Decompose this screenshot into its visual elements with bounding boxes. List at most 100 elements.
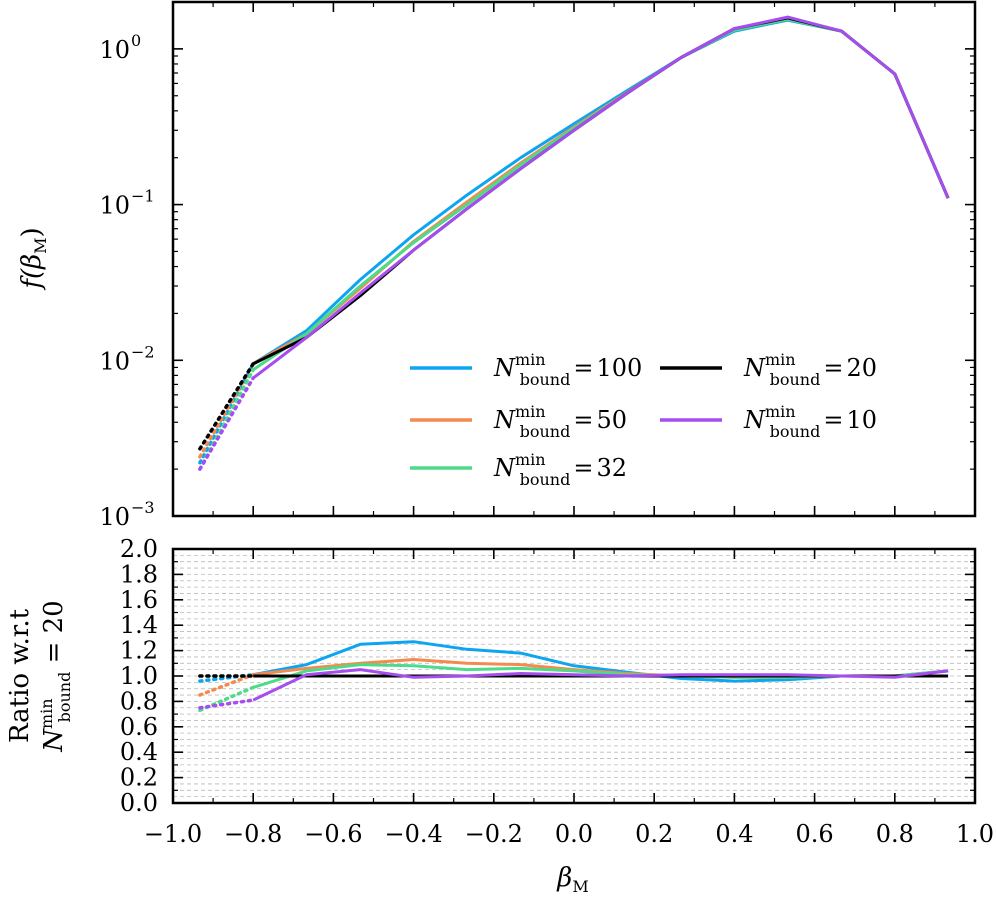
bottom-xtick-label: −0.6 [304, 820, 362, 848]
legend-entry: Nmin bound = 20 [743, 350, 877, 389]
ylabel2-rest: = 20 [39, 600, 69, 671]
bottom-series-dotted [198, 698, 255, 710]
ylabel-sub: M [31, 237, 50, 253]
legend-sup: min [765, 402, 796, 421]
legend-sub: bound [520, 470, 571, 489]
bottom-y-axis-label-line2: Nminbound = 20 [37, 600, 74, 752]
top-series-line [252, 18, 950, 366]
legend-equals: = [823, 354, 843, 382]
legend-sup: min [515, 350, 546, 369]
legend-equals: = [823, 406, 843, 434]
legend-sup: min [515, 402, 546, 421]
bottom-ytick-label: 1.8 [120, 560, 158, 588]
ylabel2-sup: min [37, 698, 56, 729]
bottom-xtick-label: −1.0 [144, 820, 202, 848]
bottom-ytick-label: 0.0 [120, 789, 158, 817]
x-axis-label: βM [556, 863, 588, 896]
top-series-line [252, 15, 950, 380]
top-ticks-group [172, 1, 976, 517]
ytick-base: 10 [99, 36, 130, 64]
legend-value: 100 [596, 354, 642, 382]
bottom-xtick-labels: −1.0 −0.8 −0.6 −0.4 −0.2 0.0 0.2 0.4 0.6 0.8 1.0 [144, 820, 994, 848]
bottom-series-group [198, 640, 949, 713]
bottom-series-dotted [198, 672, 255, 697]
bottom-plot-frame [171, 547, 977, 805]
bottom-ytick-label: 0.8 [120, 687, 158, 715]
ytick-base: 10 [99, 503, 130, 531]
bottom-panel: 0.00.20.40.60.81.01.21.41.61.82.0 −1.0 −0… [5, 535, 994, 896]
bottom-xtick-label: −0.2 [465, 820, 523, 848]
top-series-line [252, 17, 950, 366]
bottom-grid [173, 554, 975, 798]
legend-sup: min [765, 350, 796, 369]
bottom-xtick-label: 0.8 [876, 820, 914, 848]
legend-value: 50 [596, 406, 627, 434]
bottom-ytick-label: 1.4 [120, 611, 158, 639]
legend-sub: bound [520, 422, 571, 441]
legend-sub: bound [770, 370, 821, 389]
legend-sup: min [515, 450, 546, 469]
top-y-axis-label: f(βM) [17, 227, 50, 290]
ytick-base: 10 [99, 347, 130, 375]
bottom-ytick-label: 1.0 [120, 662, 158, 690]
legend-entry: Nmin bound = 100 [493, 350, 642, 389]
legend-equals: = [573, 406, 593, 434]
bottom-ytick-label: 0.2 [120, 764, 158, 792]
bottom-xtick-label: −0.4 [384, 820, 442, 848]
bottom-ytick-label: 2.0 [120, 535, 158, 563]
legend-entry: Nmin bound = 10 [743, 402, 877, 441]
bottom-xtick-label: 0.6 [796, 820, 834, 848]
ylabel-f: f( [17, 268, 47, 291]
ylabel2-n: N [39, 728, 69, 753]
ylabel-beta: β [17, 254, 47, 270]
bottom-ytick-labels: 0.00.20.40.60.81.01.21.41.61.82.0 [120, 535, 158, 817]
top-series-line [252, 16, 950, 366]
legend-sub: bound [770, 422, 821, 441]
top-plot-frame [171, 0, 977, 518]
top-ytick-label: 10−1 [99, 187, 154, 220]
top-series-line [252, 17, 950, 371]
top-series-dotted [198, 376, 255, 471]
legend-value: 10 [846, 406, 877, 434]
xlabel-sub: M [572, 877, 588, 896]
bottom-xtick-label: 0.4 [715, 820, 753, 848]
legend-n: N [493, 354, 516, 382]
top-ytick-label: 10−2 [99, 342, 154, 375]
ylabel-close: ) [17, 227, 47, 237]
bottom-ytick-label: 0.4 [120, 738, 158, 766]
bottom-xtick-label: 1.0 [956, 820, 994, 848]
legend-entry: Nmin bound = 50 [493, 402, 627, 441]
ytick-exponent: 0 [131, 31, 141, 50]
legend-n: N [493, 454, 516, 482]
bottom-y-axis-label-line1: Ratio w.r.t [5, 608, 35, 743]
bottom-xtick-label: 0.2 [635, 820, 673, 848]
bottom-xtick-label: 0.0 [555, 820, 593, 848]
legend-value: 32 [596, 454, 627, 482]
top-series-group [198, 15, 950, 471]
ytick-exponent: −3 [131, 498, 155, 517]
top-series-dotted [198, 362, 255, 451]
legend-sub: bound [520, 370, 571, 389]
ylabel2-sub: bound [55, 672, 74, 723]
ytick-exponent: −2 [131, 342, 155, 361]
bottom-series-line [252, 668, 949, 702]
legend-value: 20 [846, 354, 877, 382]
bottom-xtick-label: −0.8 [224, 820, 282, 848]
bottom-ytick-label: 1.6 [120, 586, 158, 614]
legend-entry: Nmin bound = 32 [493, 450, 627, 489]
top-ytick-label: 10−3 [99, 498, 154, 531]
xlabel-beta: β [556, 863, 572, 893]
legend-equals: = [573, 354, 593, 382]
bottom-ytick-label: 1.2 [120, 637, 158, 665]
bottom-ytick-label: 0.6 [120, 713, 158, 741]
legend-n: N [493, 406, 516, 434]
legend-equals: = [573, 454, 593, 482]
legend-n: N [743, 406, 766, 434]
ytick-exponent: −1 [131, 187, 155, 206]
legend-n: N [743, 354, 766, 382]
ytick-base: 10 [99, 192, 130, 220]
